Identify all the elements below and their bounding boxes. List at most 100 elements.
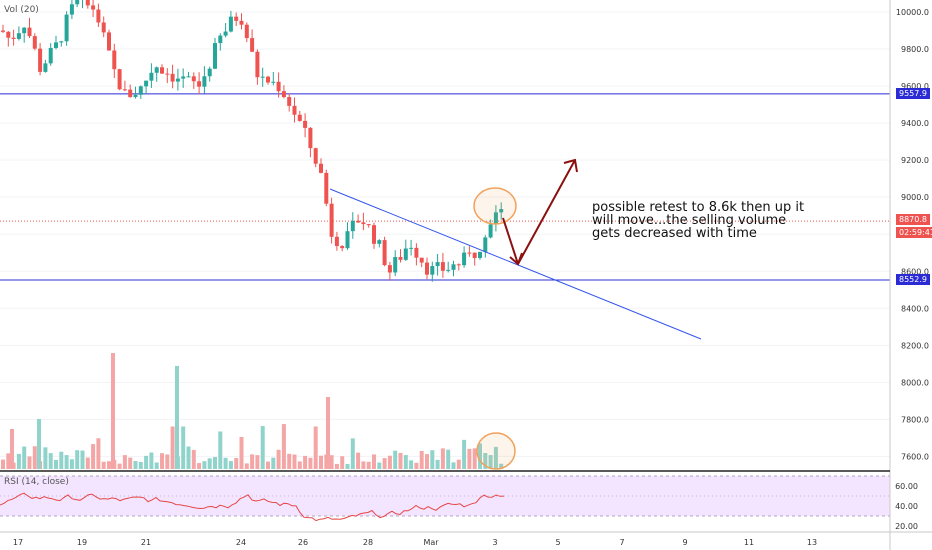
candle-body — [488, 224, 493, 238]
candle-body — [287, 97, 292, 106]
candle-body — [11, 37, 16, 39]
time-tick-label: 24 — [236, 538, 246, 547]
candle-body — [175, 78, 180, 82]
candle-body — [144, 80, 149, 87]
candle-body — [403, 248, 408, 260]
candle-body — [462, 252, 467, 266]
candle-body — [308, 127, 313, 149]
volume-bar — [91, 444, 96, 469]
volume-bar — [419, 450, 424, 469]
volume-bar — [54, 459, 58, 469]
volume-bar — [16, 453, 21, 469]
candle-body — [409, 247, 414, 249]
volume-bar — [382, 458, 387, 469]
volume-bar — [207, 458, 212, 469]
rsi-tick-label: 60.00 — [895, 482, 918, 491]
volume-spike-bar — [37, 419, 41, 469]
candle-body — [69, 4, 74, 15]
upside-arrow-head — [563, 158, 578, 173]
time-tick-label: 5 — [555, 538, 560, 547]
candle-body — [239, 20, 244, 25]
candle-body — [250, 38, 255, 52]
candle-body — [101, 22, 106, 33]
highlight-circle-volume — [476, 432, 516, 470]
price-tick-label: 10000.0 — [896, 8, 929, 17]
time-tick-label: 26 — [298, 538, 308, 547]
candle-body — [197, 81, 202, 87]
rsi-tick-label: 40.00 — [895, 502, 918, 511]
volume-bar — [64, 455, 69, 469]
volume-bar — [43, 447, 48, 469]
volume-bar — [165, 454, 170, 469]
candle-body — [91, 5, 96, 10]
candle-body — [154, 67, 159, 73]
volume-bar — [499, 463, 504, 469]
volume-spike-bar — [175, 366, 179, 469]
candle-body — [32, 36, 37, 49]
price-tick-label: 9400.0 — [901, 119, 929, 128]
volume-bar — [69, 459, 74, 469]
volume-bar — [22, 446, 27, 469]
candle-body — [419, 257, 424, 263]
candle-body — [266, 76, 270, 83]
volume-bar — [276, 449, 281, 469]
candle-body — [435, 262, 440, 267]
volume-bar — [297, 461, 302, 469]
candle-body — [446, 269, 451, 271]
volume-bar — [117, 463, 122, 469]
time-tick-label: 13 — [807, 538, 817, 547]
price-tick-label: 9600.0 — [901, 82, 929, 91]
candle-body — [472, 252, 477, 258]
candle-body — [372, 225, 376, 244]
volume-bar — [6, 453, 11, 469]
volume-bar — [223, 457, 228, 469]
price-tick-label: 7600.0 — [901, 452, 929, 461]
annotation-line-1: possible retest to 8.6k then up it — [592, 200, 805, 215]
price-tick-label: 9800.0 — [901, 45, 929, 54]
volume-bar — [197, 463, 202, 469]
candle-body — [393, 257, 398, 273]
volume-bar — [456, 459, 461, 469]
candle-body — [319, 163, 323, 173]
candle-body — [303, 120, 308, 128]
candle-body — [16, 33, 21, 39]
candle-body — [350, 220, 355, 232]
volume-spike-bar — [111, 353, 115, 469]
rsi-tick-label: 20.00 — [895, 522, 918, 531]
volume-bar — [85, 457, 90, 469]
volume-bar — [440, 448, 445, 469]
candle-body — [329, 203, 334, 237]
candle-body — [334, 236, 339, 247]
candle-body — [96, 9, 101, 23]
candle-body — [356, 220, 361, 223]
volume-bar — [313, 426, 318, 469]
resistance-price-tag: 9557.9 — [896, 88, 930, 99]
volume-bar — [361, 461, 366, 469]
volume-bar — [483, 453, 488, 469]
candle-body — [191, 76, 196, 82]
candle-body — [430, 266, 435, 275]
volume-bar — [292, 454, 297, 469]
volume-bar — [128, 457, 133, 469]
support-price-tag: 8552.9 — [896, 274, 930, 285]
volume-bar — [154, 462, 159, 469]
volume-bar — [356, 452, 361, 469]
volume-bar — [393, 450, 398, 469]
candle-body — [48, 47, 53, 64]
volume-bar — [138, 462, 143, 469]
candle-body — [75, 0, 80, 5]
candle-body — [22, 27, 27, 34]
volume-bar — [181, 426, 186, 469]
volume-bar — [462, 439, 467, 469]
candle-body — [43, 63, 48, 72]
candle-body — [456, 264, 461, 266]
volume-bar — [250, 454, 255, 469]
candle-body — [255, 51, 260, 78]
rsi-line — [0, 492, 505, 522]
candle-body — [297, 114, 302, 121]
candle-body — [324, 172, 329, 204]
volume-bar — [340, 456, 345, 469]
candle-body — [366, 224, 371, 226]
candle-body — [244, 24, 249, 39]
